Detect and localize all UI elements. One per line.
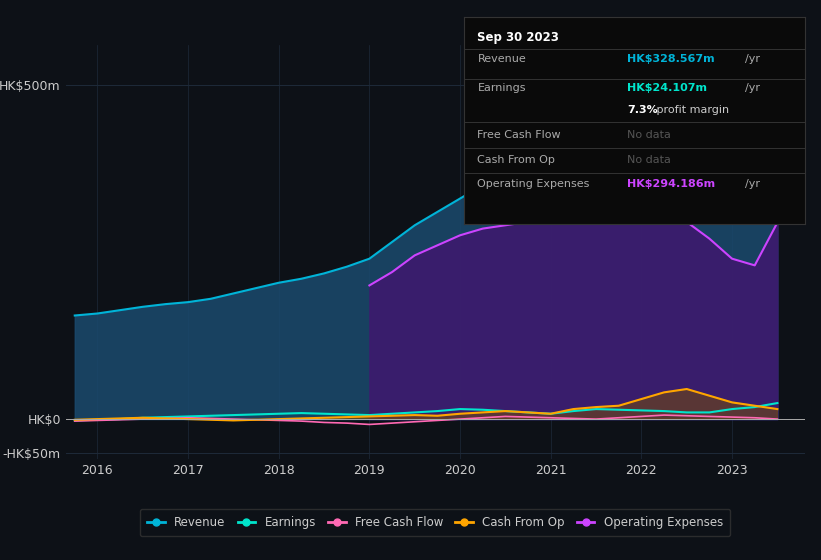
Text: Sep 30 2023: Sep 30 2023 xyxy=(478,31,559,44)
Text: 7.3%: 7.3% xyxy=(627,105,658,115)
Text: Cash From Op: Cash From Op xyxy=(478,155,555,165)
Text: /yr: /yr xyxy=(745,54,760,64)
Legend: Revenue, Earnings, Free Cash Flow, Cash From Op, Operating Expenses: Revenue, Earnings, Free Cash Flow, Cash … xyxy=(140,509,730,536)
Text: HK$24.107m: HK$24.107m xyxy=(627,83,708,93)
Text: /yr: /yr xyxy=(745,83,760,93)
Text: HK$328.567m: HK$328.567m xyxy=(627,54,715,64)
Text: Revenue: Revenue xyxy=(478,54,526,64)
Text: Free Cash Flow: Free Cash Flow xyxy=(478,130,561,140)
Text: profit margin: profit margin xyxy=(653,105,729,115)
Text: Operating Expenses: Operating Expenses xyxy=(478,179,589,189)
Text: Earnings: Earnings xyxy=(478,83,526,93)
Text: HK$294.186m: HK$294.186m xyxy=(627,179,716,189)
Text: /yr: /yr xyxy=(745,179,760,189)
Text: No data: No data xyxy=(627,130,672,140)
Text: No data: No data xyxy=(627,155,672,165)
